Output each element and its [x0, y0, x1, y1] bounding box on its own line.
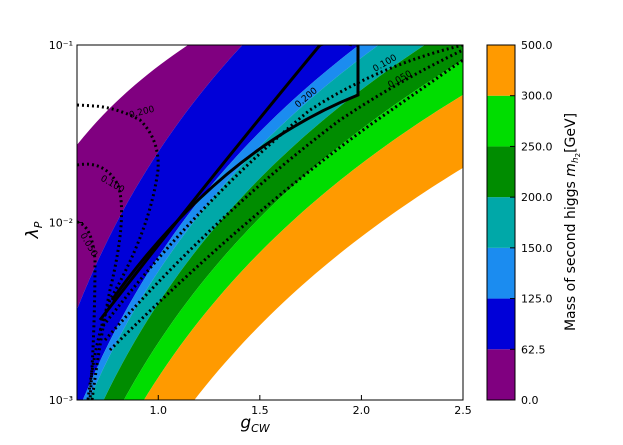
- contour-line: [77, 220, 97, 400]
- contour-band: [77, 45, 243, 310]
- colorbar-segment: [487, 45, 515, 96]
- colorbar-segment: [487, 197, 515, 248]
- x-tick-label: 2.0: [353, 404, 371, 417]
- x-tick-label: 2.5: [454, 404, 472, 417]
- contour-band: [123, 60, 463, 400]
- y-tick-label: 10⁻²: [49, 217, 73, 230]
- contours: [77, 45, 463, 400]
- x-tick-label: 1.0: [150, 404, 168, 417]
- solid-line: [110, 45, 360, 301]
- contour-band: [77, 45, 360, 400]
- colorbar-tick-label: 62.5: [521, 343, 546, 356]
- colorbar-segment: [487, 95, 515, 147]
- x-axis-label: gCW: [240, 413, 270, 435]
- colorbar-tick-label: 150.0: [521, 242, 553, 255]
- bands: [77, 45, 463, 400]
- colorbar-segment: [487, 146, 515, 198]
- colorbar-tick-label: 250.0: [521, 140, 553, 153]
- contour-band: [143, 94, 463, 400]
- contour-band: [103, 45, 463, 400]
- y-axis-label: λP: [23, 221, 45, 239]
- colorbar-segment: [487, 298, 515, 350]
- colorbar-tick-label: 200.0: [521, 191, 553, 204]
- colorbar-frame: [486, 44, 516, 401]
- colorbar-tick-label: 125.0: [521, 293, 553, 306]
- colorbar-tick-label: 300.0: [521, 90, 553, 103]
- contour-line: [77, 162, 124, 400]
- colorbar-tick-label: 0.0: [521, 394, 539, 407]
- colorbar-segment: [487, 247, 515, 299]
- x-tick-label: 1.5: [251, 404, 269, 417]
- contour-line: [77, 103, 160, 400]
- y-tick-label: 10⁻¹: [49, 39, 73, 52]
- colorbar-label: Mass of second higgs mh2[GeV]: [563, 113, 582, 331]
- colorbar-tick-label: 500.0: [521, 39, 553, 52]
- y-tick-label: 10⁻³: [49, 394, 73, 407]
- contour-line: [108, 58, 463, 352]
- colorbar-segment: [487, 349, 515, 400]
- contour-line: [98, 45, 463, 331]
- solid-line: [98, 45, 322, 321]
